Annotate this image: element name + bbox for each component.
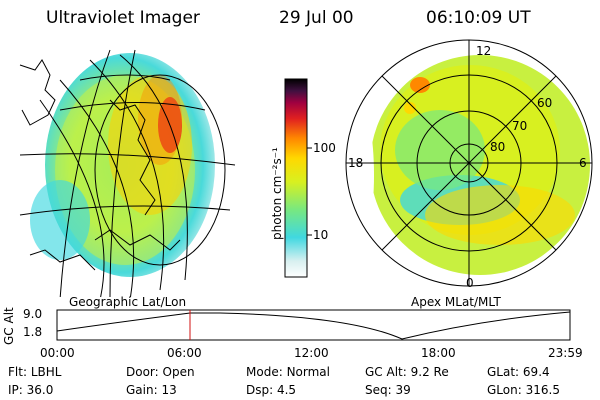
- status-mode: Mode: Normal: [246, 365, 330, 379]
- orbit-plot-frame: [56, 309, 571, 341]
- status-filter: Flt: LBHL: [8, 365, 62, 379]
- status-gain: Gain: 13: [126, 383, 177, 397]
- status-seq: Seq: 39: [365, 383, 411, 397]
- colorbar-tick-10: 10: [313, 228, 329, 242]
- status-glat: GLat: 69.4: [487, 365, 550, 379]
- lat-label-60: 60: [537, 96, 553, 110]
- status-gc-alt: GC Alt: 9.2 Re: [365, 365, 449, 379]
- time-tick-4: 23:59: [548, 346, 583, 360]
- date-label: 29 Jul 00: [279, 8, 354, 28]
- time-tick-3: 18:00: [421, 346, 456, 360]
- lat-label-80: 80: [490, 140, 506, 154]
- colorbar-tick-100: 100: [313, 141, 336, 155]
- time-tick-1: 06:00: [167, 346, 202, 360]
- status-door: Door: Open: [126, 365, 195, 379]
- geographic-caption: Geographic Lat/Lon: [69, 295, 187, 309]
- time-tick-2: 12:00: [294, 346, 329, 360]
- mlt-label-left: 18: [348, 156, 364, 170]
- orbit-ytick-top: 9.0: [23, 307, 43, 321]
- orbit-ytick-bottom: 1.8: [23, 325, 43, 339]
- mlt-label-bottom: 0: [466, 276, 474, 290]
- orbit-altitude-curve: [56, 311, 571, 340]
- status-ip: IP: 36.0: [8, 383, 54, 397]
- colorbar-unit-label: photon cm⁻²s⁻¹: [270, 147, 284, 240]
- mlt-label-top: 12: [476, 44, 492, 58]
- time-tick-0: 00:00: [40, 346, 75, 360]
- status-glon: GLon: 316.5: [487, 383, 560, 397]
- orbit-axis-label: GC Alt: [2, 307, 16, 345]
- colorbar: [284, 78, 308, 278]
- time-label: 06:10:09 UT: [426, 8, 531, 28]
- polar-grid: [345, 39, 593, 287]
- lat-label-70: 70: [512, 119, 528, 133]
- instrument-title: Ultraviolet Imager: [46, 8, 200, 28]
- status-dsp: Dsp: 4.5: [246, 383, 297, 397]
- apex-caption: Apex MLat/MLT: [411, 295, 501, 309]
- mlt-label-right: 6: [579, 156, 587, 170]
